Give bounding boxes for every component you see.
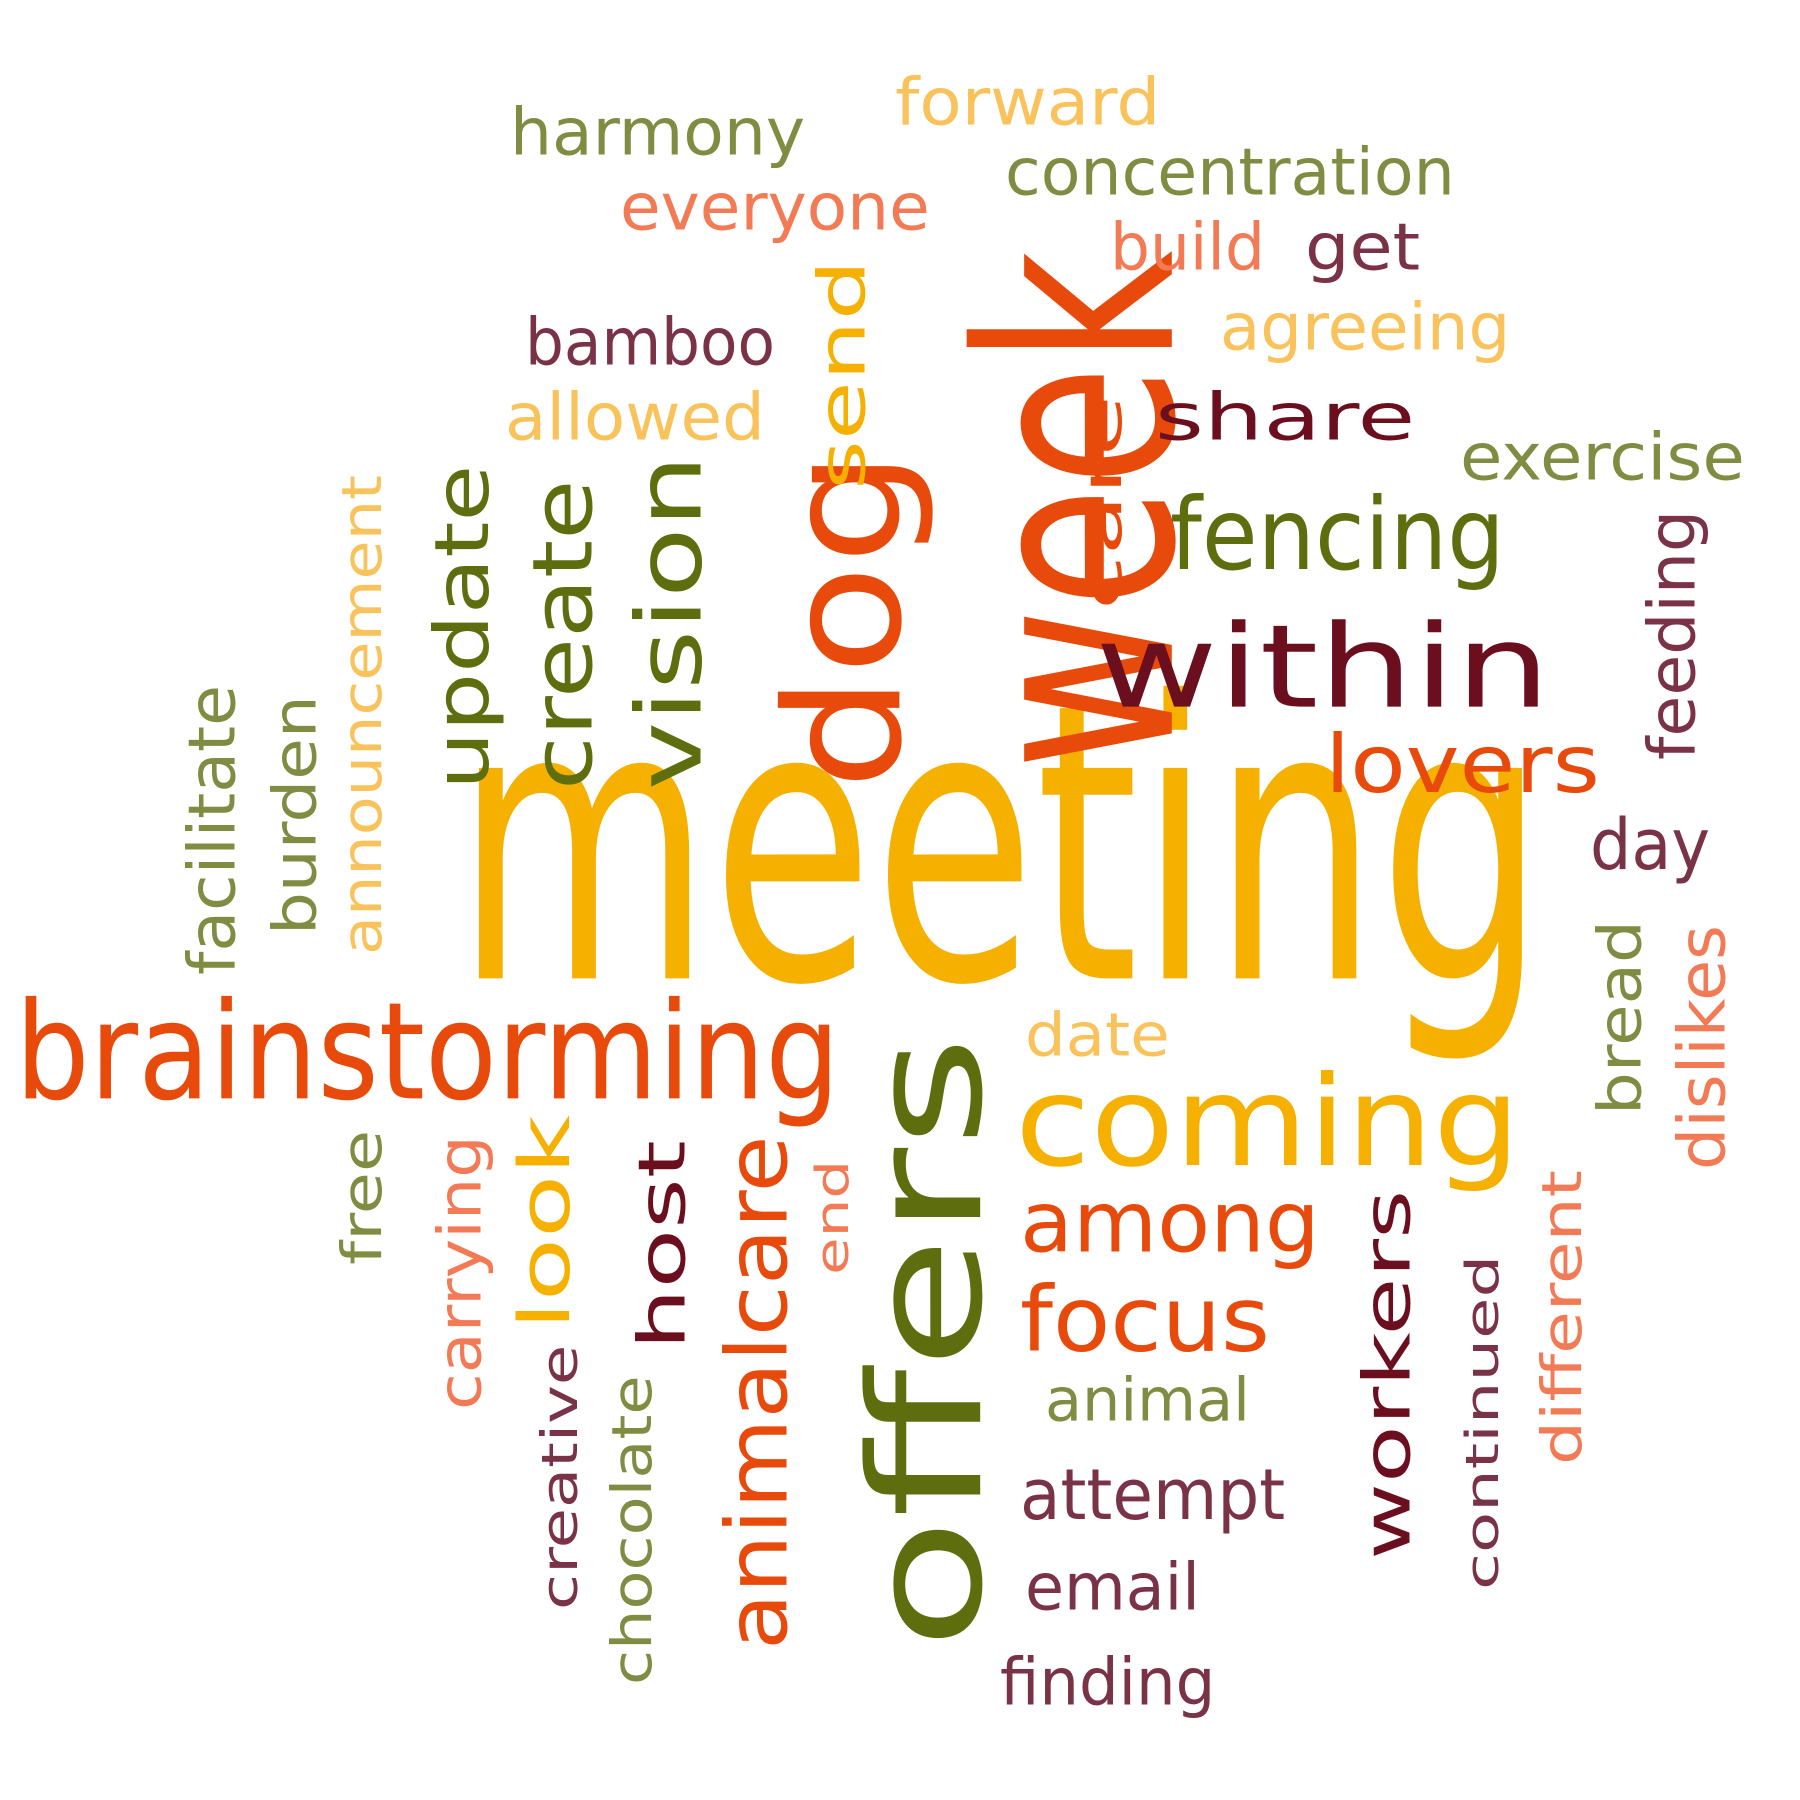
word-harmony: harmony <box>510 94 806 171</box>
word-share: share <box>1155 379 1416 456</box>
word-chocolate: chocolate <box>600 1375 665 1685</box>
word-different: different <box>1530 1170 1595 1465</box>
word-day: day <box>1590 803 1710 886</box>
word-end: end <box>805 1159 859 1275</box>
word-attempt: attempt <box>1020 1453 1286 1536</box>
word-continued: continued <box>1455 1254 1509 1590</box>
word-vision: vision <box>616 454 723 790</box>
word-create: create <box>514 479 612 790</box>
word-dog: dog <box>750 449 938 790</box>
word-bamboo: bamboo <box>525 304 776 381</box>
word-get: get <box>1305 209 1421 286</box>
word-facilitate: facilitate <box>174 684 251 975</box>
word-finding: finding <box>1000 1644 1216 1721</box>
word-forward: forward <box>895 64 1161 141</box>
word-bread: bread <box>1584 920 1655 1115</box>
word-exercise: exercise <box>1460 419 1745 496</box>
word-care: care <box>1070 395 1135 610</box>
word-concentration: concentration <box>1005 134 1455 211</box>
word-lovers: lovers <box>1325 717 1600 812</box>
word-date: date <box>1025 999 1170 1070</box>
word-allowed: allowed <box>505 379 765 456</box>
word-within: within <box>1095 599 1551 735</box>
word-free: free <box>330 1129 395 1265</box>
word-fencing: fencing <box>1170 476 1505 593</box>
word-feeding: feeding <box>1634 509 1711 760</box>
word-burden: burden <box>259 695 330 935</box>
word-update: update <box>418 464 506 790</box>
word-carrying: carrying <box>424 1135 495 1410</box>
word-dislikes: dislikes <box>1664 925 1741 1170</box>
word-among: among <box>1020 1172 1320 1272</box>
word-offers: offers <box>836 1035 1018 1650</box>
word-agreeing: agreeing <box>1220 289 1511 366</box>
word-host: host <box>624 1140 701 1350</box>
word-brainstorming: brainstorming <box>15 972 840 1131</box>
word-email: email <box>1025 1549 1200 1626</box>
word-send: send <box>804 259 881 490</box>
word-coming: coming <box>1015 1048 1521 1195</box>
word-workers: workers <box>1349 1189 1426 1560</box>
word-look: look <box>503 1114 586 1330</box>
word-animalcare: animalcare <box>707 1135 807 1650</box>
word-animal: animal <box>1045 1364 1250 1435</box>
word-announcement: announcement <box>330 474 395 955</box>
word-build: build <box>1110 209 1265 286</box>
word-creative: creative <box>530 1344 590 1610</box>
word-meeting: meeting <box>455 620 1546 1071</box>
word-everyone: everyone <box>620 169 930 246</box>
word-focus: focus <box>1020 1266 1270 1373</box>
